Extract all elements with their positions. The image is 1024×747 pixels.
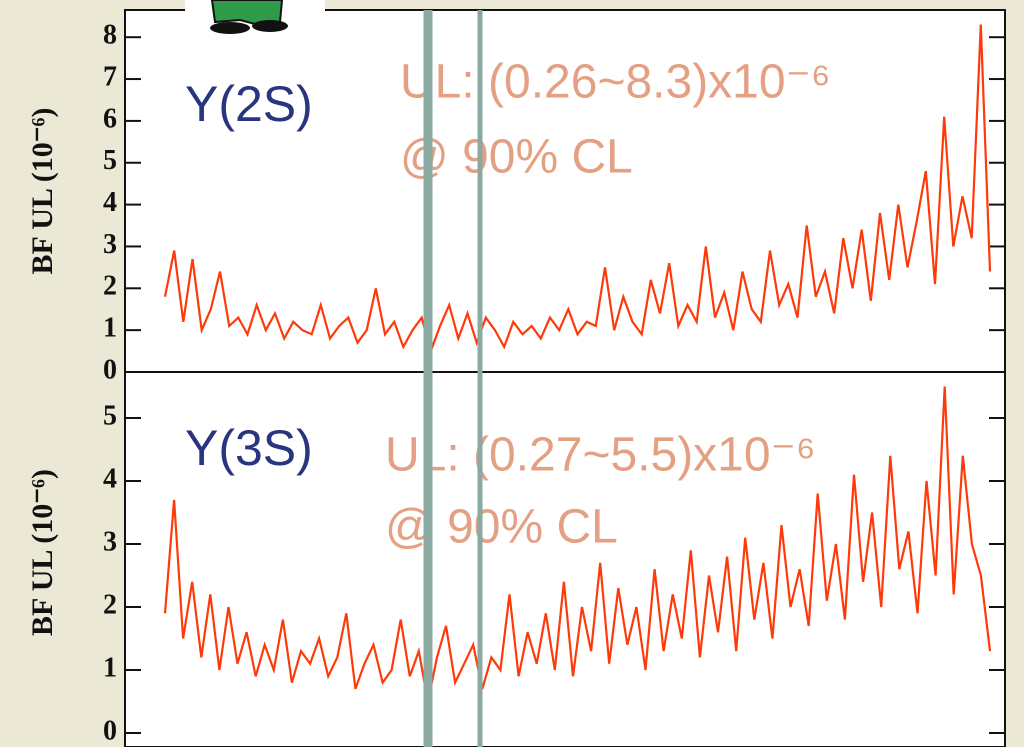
chart: 0 1 2 3 4 5 6 7 8 BF UL (10⁻⁶) Υ(2S) UL: (0.26~8.3)…	[0, 0, 1024, 747]
y-axis-label: BF UL (10⁻⁶)	[26, 107, 59, 274]
y-tick-label: 4	[103, 463, 117, 494]
annotation: Υ(3S)	[185, 420, 313, 476]
page: {"chart_data": [ {"type": "line", "ylabe…	[0, 0, 1024, 747]
annotation: @ 90% CL	[400, 131, 633, 184]
y-tick-label: 5	[103, 145, 117, 176]
annotation: UL: (0.26~8.3)x10⁻⁶	[400, 56, 831, 109]
y-axis-label: BF UL (10⁻⁶)	[26, 469, 59, 636]
y-tick-label: 1	[103, 313, 117, 344]
y-tick-label: 5	[103, 400, 117, 431]
y-tick-label: 2	[103, 271, 117, 302]
y-tick-label: 1	[103, 652, 117, 683]
annotation: Υ(2S)	[185, 76, 313, 132]
y-tick-label: 4	[103, 187, 117, 218]
annotation: @ 90% CL	[385, 501, 618, 554]
y-tick-label: 3	[103, 229, 117, 260]
y-tick-label: 7	[103, 61, 117, 92]
y-tick-label: 0	[103, 715, 117, 746]
y-tick-label: 2	[103, 589, 117, 620]
annotation: UL: (0.27~5.5)x10⁻⁶	[385, 429, 816, 482]
y-tick-label: 8	[103, 20, 117, 51]
y-tick-label: 3	[103, 526, 117, 557]
y-tick-label: 6	[103, 103, 117, 134]
y-tick-label: 0	[103, 354, 117, 385]
cartoon	[185, 0, 325, 45]
